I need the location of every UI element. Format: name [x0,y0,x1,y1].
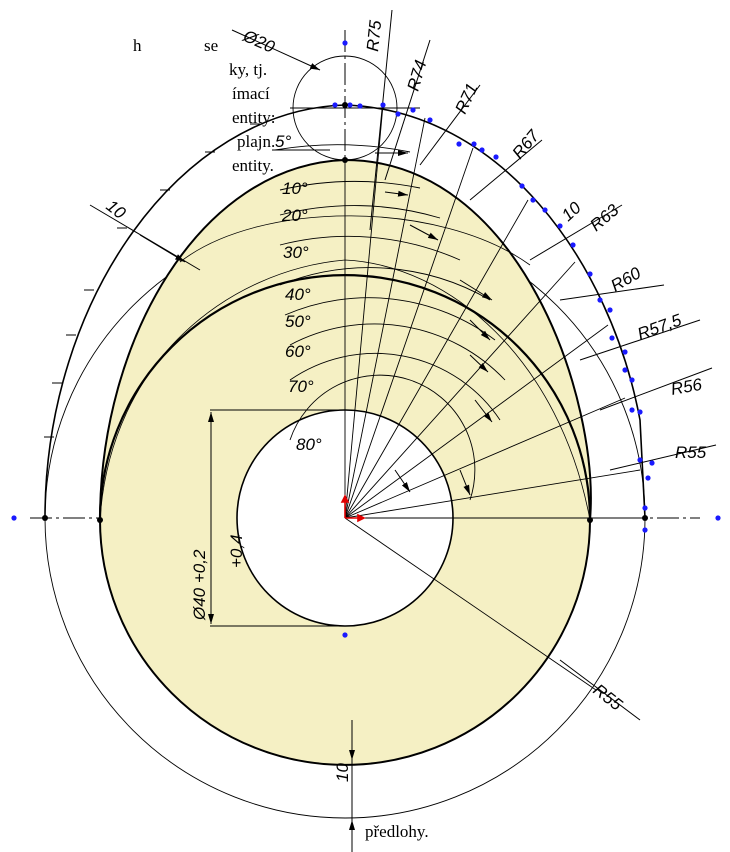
angle-10-label: 10° [282,179,308,198]
radius-63-label: R63 [586,200,623,235]
distance-10-bottom-label: 10 [333,763,352,782]
radius-57-5-label: R57,5 [635,310,685,344]
text-fragment-2: se [204,36,219,55]
sketch-endpoints [42,102,648,523]
radius-leaders [369,9,717,721]
angle-80-label: 80° [296,435,322,454]
origin-marker [340,494,366,523]
angle-30-label: 30° [283,243,309,262]
sketch-points [11,40,721,638]
angle-50-label: 50° [285,312,311,331]
distance-10-left-label: 10 [103,196,130,223]
angle-arcs [274,144,506,501]
text-fragment-7: entity. [232,156,274,175]
angle-70-label: 70° [288,377,314,396]
text-fragment-4: ímací [232,84,270,103]
radius-67-label: R67 [509,126,544,163]
radius-55-label: R55 [675,443,707,462]
distance-dim-left [89,204,201,271]
distance-10-right-label: 10 [558,198,585,225]
bore-tolerance-upper-label: +0,4 [227,534,246,568]
offset-profile-ticks [44,123,260,438]
diameter-20-label: Ø20 [239,26,277,57]
radius-75-label: R75 [363,19,385,53]
bore-diameter-label: Ø40 +0,2 [190,549,209,621]
angle-20-label: 20° [281,206,308,225]
angle-60-label: 60° [285,342,311,361]
construction-arc-2 [179,215,531,266]
angle-5-label: 5° [275,132,291,151]
bore-diameter-dim [208,409,345,627]
text-fragment-1: h [133,36,142,55]
angle-40-label: 40° [285,285,311,304]
radius-74-label: R74 [404,58,431,93]
text-fragment-6: plajn. [237,132,276,151]
radius-56-label: R56 [669,375,704,399]
diameter-20-leader [231,29,321,71]
text-fragment-3: ky, tj. [229,60,268,79]
text-bottom-line: předlohy. [365,822,429,841]
radius-55-bottom-label: R55 [590,680,627,715]
angle-arrows [375,150,493,496]
radius-71-label: R71 [451,80,481,116]
